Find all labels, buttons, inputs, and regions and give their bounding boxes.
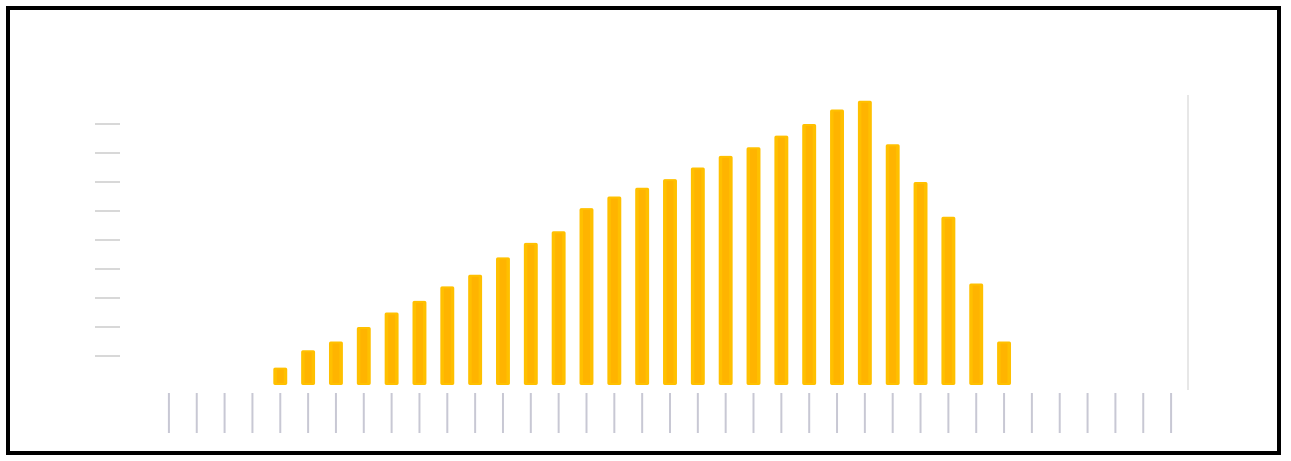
x-axis-ticks — [167, 393, 1173, 433]
bar-highlight — [638, 189, 646, 383]
bar-highlight — [972, 285, 980, 383]
bar-highlight — [1000, 343, 1008, 383]
bar-highlight — [694, 169, 702, 383]
bar-highlight — [861, 102, 869, 384]
bar-highlight — [499, 259, 507, 383]
bar-highlight — [833, 111, 841, 383]
bar-highlight — [889, 146, 897, 383]
bar-highlight — [276, 369, 284, 383]
bar-highlight — [610, 198, 618, 383]
bar-highlight — [304, 352, 312, 383]
bar-highlight — [722, 157, 730, 383]
bar-highlight — [443, 288, 451, 383]
bar-highlight — [527, 244, 535, 383]
bar-highlight — [805, 126, 813, 383]
bar-series — [273, 100, 1012, 386]
bar-highlight — [332, 343, 340, 383]
y-axis-ticks — [95, 123, 120, 357]
bar-highlight — [555, 233, 563, 383]
bar-highlight — [583, 210, 590, 383]
bar-highlight — [777, 137, 785, 383]
bar-highlight — [471, 276, 479, 383]
bar-highlight — [666, 181, 674, 383]
bar-highlight — [750, 149, 757, 383]
bar-highlight — [944, 218, 952, 383]
chart-frame — [6, 6, 1281, 455]
bar-highlight — [388, 314, 396, 383]
bar-highlight — [415, 302, 423, 383]
bar-highlight — [360, 329, 368, 383]
bar-chart — [95, 95, 1189, 433]
bar-highlight — [917, 184, 925, 383]
